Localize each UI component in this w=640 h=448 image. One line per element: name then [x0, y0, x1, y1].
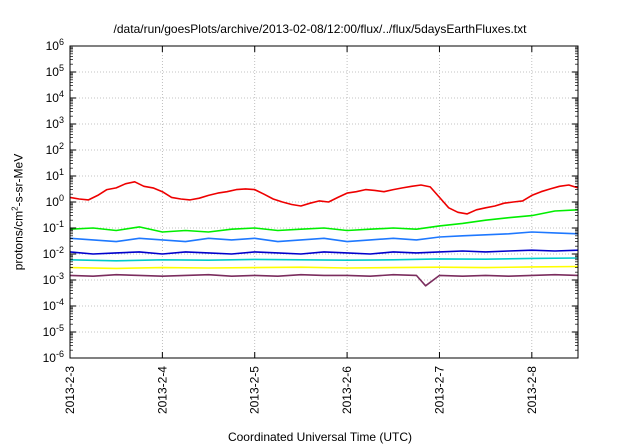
- y-axis-label-base: protons/cm: [11, 210, 26, 271]
- series-line: [69, 209, 579, 233]
- series-lines: [69, 181, 579, 287]
- y-tick-label: 104: [46, 89, 64, 105]
- x-tick-label: 2013-2-8: [525, 366, 539, 414]
- x-tick-labels: 2013-2-3 2013-2-4 2013-2-5 2013-2-6 2013-2-7…: [63, 366, 539, 414]
- x-tick-label: 2013-2-4: [155, 366, 169, 414]
- y-tick-labels: 10-6 10-5 10-4 10-3 10-2 10-1 100 101 102 103 104 1…: [43, 37, 64, 365]
- y-axis-label-rest: -s-sr-MeV: [11, 153, 26, 207]
- series-line: [69, 181, 579, 215]
- y-tick-label: 10-5: [43, 323, 64, 339]
- x-tick-label: 2013-2-5: [248, 366, 262, 414]
- y-tick-label: 10-4: [43, 297, 64, 313]
- series-line: [69, 265, 579, 270]
- series-line: [69, 231, 579, 243]
- y-tick-label: 100: [46, 193, 64, 209]
- y-tick-label: 106: [46, 37, 64, 53]
- series-line: [69, 273, 579, 287]
- axis-ticks: [69, 45, 578, 359]
- y-tick-label: 10-2: [43, 245, 64, 261]
- x-axis-label: Coordinated Universal Time (UTC): [227, 430, 413, 444]
- y-tick-label: 105: [46, 63, 64, 79]
- y-tick-label: 10-6: [43, 349, 64, 365]
- chart-title: /data/run/goesPlots/archive/2013-02-08/1…: [113, 22, 527, 36]
- y-tick-label: 103: [46, 115, 64, 131]
- y-axis-label-sup: 2: [10, 206, 20, 211]
- x-tick-label: 2013-2-6: [340, 366, 354, 414]
- x-tick-label: 2013-2-7: [432, 366, 446, 414]
- x-tick-label: 2013-2-3: [63, 366, 77, 414]
- series-line: [69, 249, 579, 255]
- y-axis-label: protons/cm2-s-sr-MeV: [11, 154, 26, 270]
- y-tick-label: 10-3: [43, 271, 64, 287]
- y-tick-label: 102: [46, 141, 64, 157]
- y-tick-label: 10-1: [43, 219, 64, 235]
- series-line: [69, 257, 579, 262]
- y-tick-label: 101: [46, 167, 64, 183]
